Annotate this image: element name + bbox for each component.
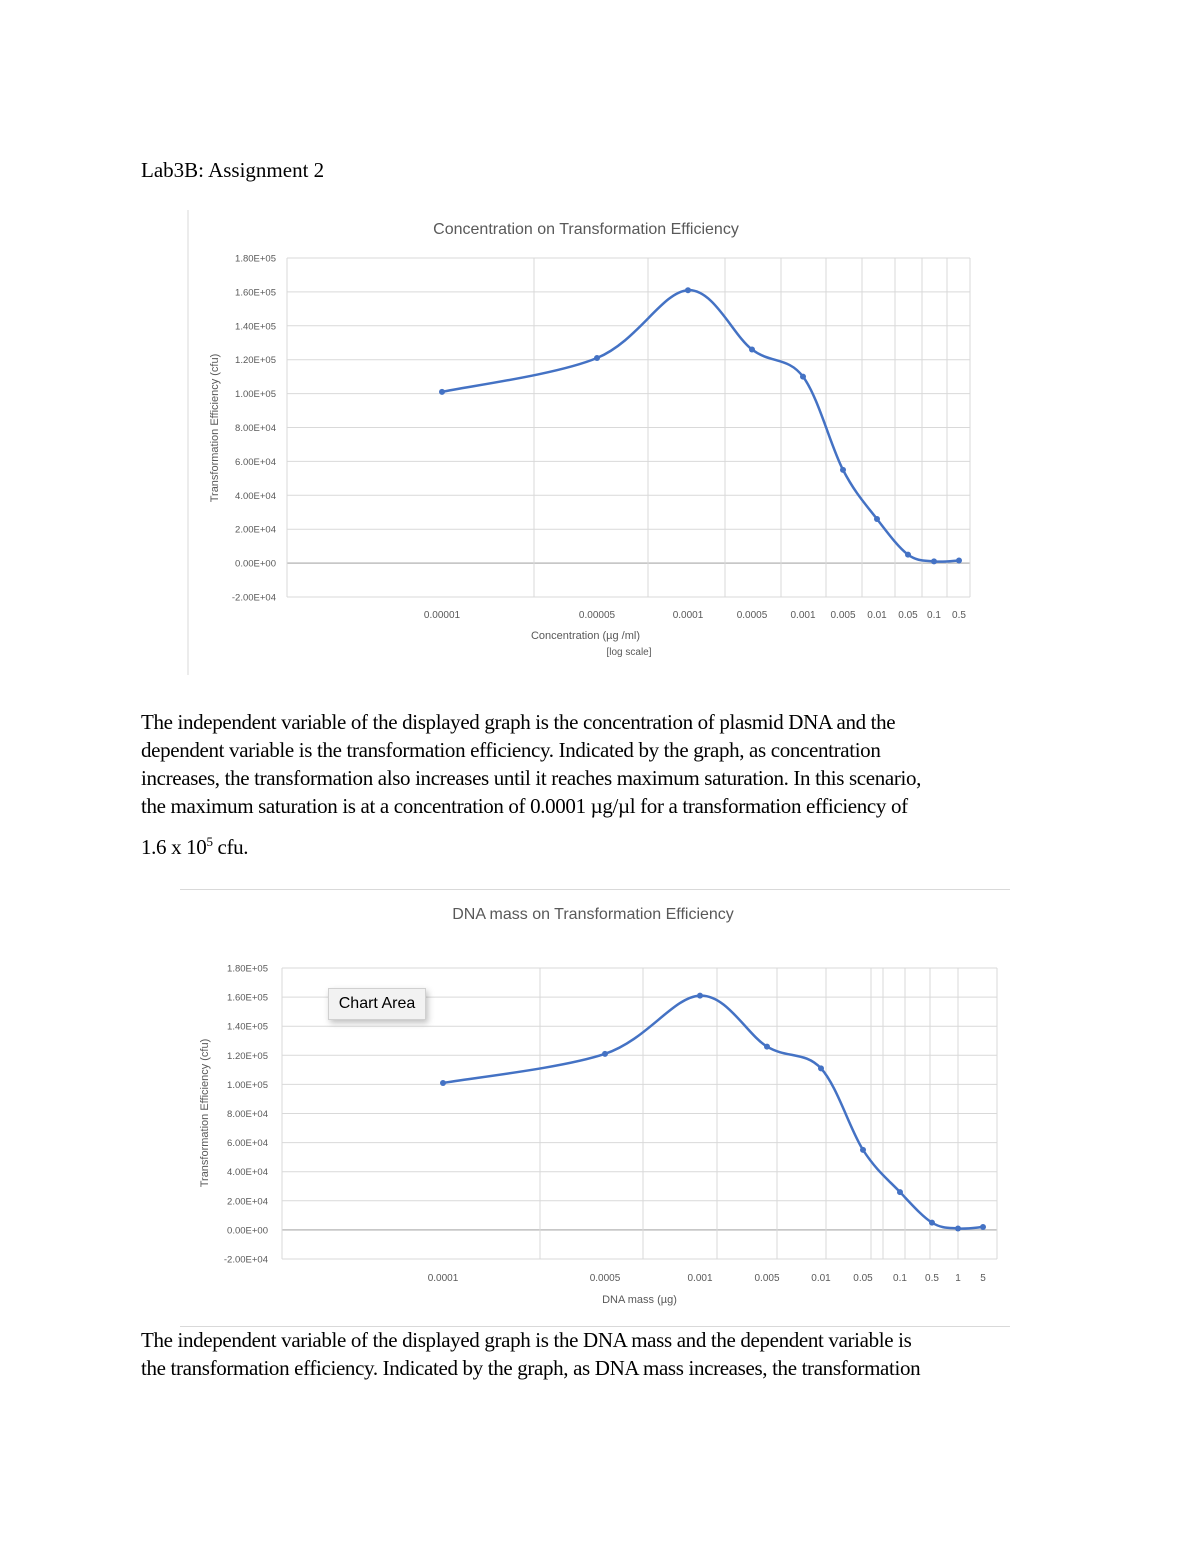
paragraph-line: increases, the transformation also incre… <box>141 766 922 790</box>
data-point <box>764 1043 770 1050</box>
y-tick-label: 1.00E+05 <box>235 389 276 400</box>
y-tick-label: 1.40E+05 <box>227 1022 268 1033</box>
y-axis-label: Transformation Efficiency (cfu) <box>199 1039 211 1188</box>
paragraph-line: the transformation efficiency. Indicated… <box>141 1356 921 1380</box>
y-tick-label: 2.00E+04 <box>235 525 276 536</box>
data-point <box>840 466 846 473</box>
y-tick-label: 2.00E+04 <box>227 1196 268 1207</box>
y-tick-label: 4.00E+04 <box>235 491 276 502</box>
y-tick-label: 1.00E+05 <box>227 1080 268 1091</box>
data-point <box>931 558 937 565</box>
x-tick-label: 0.001 <box>790 610 815 621</box>
chart-title: Concentration on Transformation Efficien… <box>433 221 739 238</box>
unit-text: cfu. <box>212 835 249 859</box>
x-tick-label: 0.1 <box>927 610 941 621</box>
paragraph-line: the maximum saturation is at a concentra… <box>141 794 908 818</box>
paragraph-line: 1.6 x 105 cfu. <box>141 828 921 861</box>
x-tick-label: 0.0005 <box>590 1273 621 1284</box>
x-tick-label: 1 <box>955 1273 961 1284</box>
x-tick-label: 0.005 <box>754 1273 779 1284</box>
x-axis-label: DNA mass (µg) <box>602 1294 677 1306</box>
data-point <box>697 992 703 999</box>
paragraph-1: The independent variable of the displaye… <box>141 708 921 861</box>
data-point <box>956 557 962 564</box>
y-axis-label: Transformation Efficiency (cfu) <box>209 354 221 503</box>
chart-border-top <box>180 889 1010 890</box>
y-tick-label: 1.60E+05 <box>235 287 276 298</box>
y-tick-label: 4.00E+04 <box>227 1167 268 1178</box>
x-axis-label: Concentration (µg /ml) <box>531 630 640 642</box>
data-point <box>818 1065 824 1072</box>
paragraph-line: The independent variable of the displaye… <box>141 710 896 734</box>
data-point <box>440 1079 446 1086</box>
y-tick-label: 1.20E+05 <box>227 1051 268 1062</box>
x-tick-label: 0.05 <box>898 610 918 621</box>
data-point <box>905 551 911 558</box>
chart-area-tooltip: Chart Area <box>328 988 426 1020</box>
concentration-chart[interactable]: Concentration on Transformation Efficien… <box>0 0 1200 700</box>
x-tick-label: 0.01 <box>811 1273 831 1284</box>
document-heading: Lab3B: Assignment 2 <box>141 158 325 182</box>
data-point <box>602 1050 608 1057</box>
data-point <box>685 287 691 294</box>
y-tick-label: 1.80E+05 <box>227 964 268 975</box>
x-tick-label: 0.01 <box>867 610 887 621</box>
y-tick-label: 1.40E+05 <box>235 321 276 332</box>
data-point <box>800 373 806 380</box>
y-tick-label: 6.00E+04 <box>235 457 276 468</box>
paragraph-line: dependent variable is the transformation… <box>141 738 881 762</box>
y-tick-label: 1.80E+05 <box>235 254 276 265</box>
y-tick-label: 6.00E+04 <box>227 1138 268 1149</box>
x-axis-note: [log scale] <box>606 647 651 658</box>
y-tick-label: -2.00E+04 <box>232 593 276 604</box>
y-tick-label: -2.00E+04 <box>224 1255 268 1266</box>
data-point <box>860 1146 866 1153</box>
data-point <box>955 1225 961 1232</box>
x-tick-label: 0.005 <box>830 610 855 621</box>
x-tick-label: 0.0001 <box>428 1273 459 1284</box>
y-tick-label: 8.00E+04 <box>235 423 276 434</box>
paragraph-line: The independent variable of the displaye… <box>141 1328 912 1352</box>
x-tick-label: 0.001 <box>687 1273 712 1284</box>
x-tick-label: 0.5 <box>952 610 966 621</box>
x-tick-label: 0.00005 <box>579 610 616 621</box>
data-point <box>439 388 445 395</box>
data-point <box>749 346 755 353</box>
x-tick-label: 0.0005 <box>737 610 768 621</box>
data-point <box>897 1189 903 1196</box>
y-tick-label: 0.00E+00 <box>235 559 276 570</box>
exponent-base: 1.6 x 10 <box>141 835 207 859</box>
paragraph-2: The independent variable of the displaye… <box>141 1326 921 1382</box>
chart-border-bottom <box>180 1326 1010 1327</box>
y-tick-label: 0.00E+00 <box>227 1225 268 1236</box>
x-tick-label: 0.1 <box>893 1273 907 1284</box>
data-point <box>929 1219 935 1226</box>
data-point <box>594 355 600 362</box>
y-tick-label: 1.20E+05 <box>235 355 276 366</box>
data-point <box>874 516 880 523</box>
y-tick-label: 1.60E+05 <box>227 993 268 1004</box>
x-tick-label: 5 <box>980 1273 986 1284</box>
data-point <box>980 1223 986 1230</box>
chart-title: DNA mass on Transformation Efficiency <box>452 906 734 923</box>
x-tick-label: 0.05 <box>853 1273 873 1284</box>
x-tick-label: 0.00001 <box>424 610 461 621</box>
x-tick-label: 0.5 <box>925 1273 939 1284</box>
x-tick-label: 0.0001 <box>673 610 704 621</box>
y-tick-label: 8.00E+04 <box>227 1109 268 1120</box>
exponent: 5 <box>206 834 213 849</box>
